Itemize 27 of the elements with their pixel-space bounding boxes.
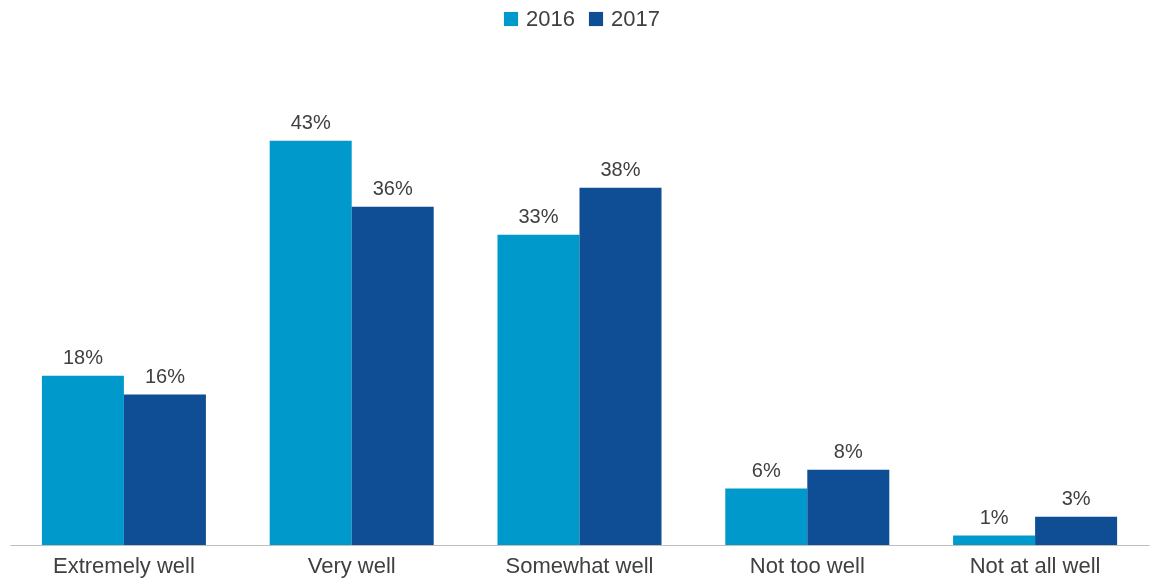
bar bbox=[41, 375, 124, 545]
bar bbox=[269, 140, 352, 545]
data-label: 33% bbox=[518, 204, 559, 227]
x-tick-label: Extremely well bbox=[52, 552, 195, 578]
bar bbox=[953, 535, 1036, 545]
x-tick-label: Very well bbox=[307, 552, 396, 578]
data-label: 3% bbox=[1061, 486, 1091, 509]
legend-label: 2017 bbox=[611, 6, 660, 31]
bar bbox=[497, 234, 580, 545]
data-label: 18% bbox=[62, 345, 104, 368]
x-tick-label: Not at all well bbox=[969, 552, 1101, 578]
data-label: 6% bbox=[751, 458, 781, 481]
x-tick-label: Somewhat well bbox=[505, 552, 654, 578]
x-tick-label: Not too well bbox=[749, 552, 865, 578]
bar bbox=[579, 187, 662, 545]
bar bbox=[351, 206, 434, 545]
data-label: 8% bbox=[833, 439, 863, 462]
bar bbox=[123, 394, 206, 545]
data-label: 38% bbox=[600, 157, 641, 180]
legend-label: 2016 bbox=[526, 6, 575, 31]
bar bbox=[725, 488, 808, 545]
bar bbox=[807, 469, 890, 545]
data-label: 1% bbox=[979, 505, 1009, 528]
data-label: 16% bbox=[144, 364, 186, 387]
data-label: 36% bbox=[372, 176, 413, 199]
bar bbox=[1035, 516, 1118, 545]
data-label: 43% bbox=[290, 110, 331, 133]
